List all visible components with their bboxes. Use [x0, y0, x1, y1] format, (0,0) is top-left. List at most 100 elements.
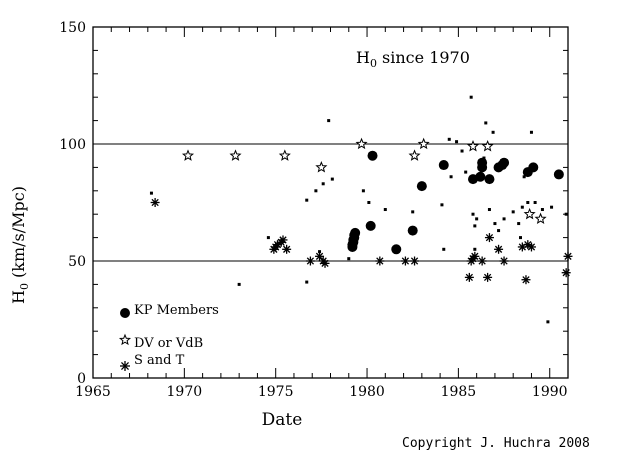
- y-axis-label: H0 (km/s/Mpc): [9, 186, 31, 304]
- kp-point: [499, 157, 510, 168]
- other-point: [519, 236, 522, 240]
- dv-point: [181, 149, 195, 161]
- other-point: [149, 191, 153, 195]
- legend-st-asterisk: [120, 361, 130, 371]
- y-tick-label: 0: [77, 371, 86, 387]
- st-point: [282, 244, 292, 254]
- other-point: [330, 177, 334, 181]
- st-point: [150, 198, 160, 207]
- dv-point: [417, 137, 430, 150]
- other-point: [522, 175, 526, 179]
- st-point: [464, 272, 474, 282]
- other-point: [460, 149, 464, 153]
- x-tick-label: 1985: [441, 384, 477, 400]
- other-point: [473, 224, 477, 228]
- x-tick-label: 1990: [532, 384, 568, 400]
- st-point: [477, 256, 487, 266]
- other-point: [502, 217, 506, 221]
- legend-kp-label: KP Members: [134, 303, 219, 318]
- legend-st-marker: [120, 361, 130, 371]
- kp-point: [438, 160, 449, 171]
- other-point: [361, 189, 365, 193]
- st-point: [375, 256, 385, 266]
- st-point: [484, 233, 494, 243]
- other-point: [440, 203, 444, 207]
- other-point: [529, 130, 533, 134]
- st-point: [278, 235, 288, 245]
- x-axis-label: Date: [262, 410, 303, 430]
- other-point: [493, 222, 497, 226]
- other-point: [484, 121, 488, 125]
- other-point: [487, 208, 491, 212]
- x-tick-label: 1970: [167, 384, 203, 400]
- other-point: [237, 282, 241, 286]
- other-point: [447, 137, 451, 141]
- x-tick-label: 1980: [349, 384, 385, 400]
- other-point: [305, 280, 309, 284]
- dv-point: [523, 207, 536, 220]
- st-point: [499, 256, 509, 266]
- kp-point: [475, 171, 486, 182]
- kp-point: [365, 220, 376, 231]
- kp-point: [367, 150, 378, 161]
- chart-title: H0 since 1970: [356, 48, 470, 70]
- legend-st-label: S and T: [134, 353, 185, 368]
- other-point: [550, 205, 554, 209]
- st-point: [563, 251, 573, 261]
- other-point: [442, 247, 446, 251]
- st-point: [400, 256, 410, 266]
- other-point: [305, 198, 309, 202]
- st-point: [561, 268, 571, 278]
- other-point: [471, 212, 475, 216]
- kp-point: [528, 162, 539, 173]
- legend-kp-marker: [120, 308, 130, 318]
- dv-point: [466, 139, 480, 152]
- st-point: [320, 258, 330, 268]
- st-point: [521, 275, 531, 285]
- data-points: [149, 95, 573, 324]
- copyright-text: Copyright J. Huchra 2008: [402, 436, 590, 451]
- other-point: [464, 170, 468, 174]
- other-point: [564, 212, 568, 216]
- kp-point: [477, 157, 488, 168]
- st-point: [483, 272, 493, 282]
- kp-point: [407, 225, 418, 236]
- other-point: [540, 208, 544, 212]
- y-tick-label: 100: [59, 137, 86, 153]
- dv-point: [408, 149, 421, 161]
- st-point: [410, 256, 420, 266]
- kp-point: [484, 174, 495, 185]
- other-point: [491, 130, 495, 134]
- other-point: [511, 210, 515, 214]
- other-point: [482, 156, 486, 160]
- dv-point: [481, 139, 494, 152]
- other-point: [475, 217, 479, 221]
- kp-point: [391, 244, 402, 255]
- other-point: [367, 201, 371, 204]
- st-point: [470, 251, 480, 261]
- y-tick-label: 150: [59, 20, 86, 36]
- kp-point: [553, 169, 564, 180]
- axis-ticks: [92, 26, 569, 379]
- other-point: [318, 250, 322, 254]
- legend-dv-marker: [118, 333, 132, 346]
- other-point: [347, 257, 351, 261]
- dv-point: [315, 161, 328, 173]
- st-point: [526, 242, 536, 252]
- x-tick-label: 1975: [258, 384, 294, 400]
- other-point: [473, 247, 477, 251]
- y-tick-labels: 0 50 100 150: [59, 20, 86, 387]
- kp-point: [416, 181, 427, 192]
- other-point: [266, 236, 270, 240]
- legend-dv-label: DV or VdB: [134, 336, 203, 351]
- st-point: [305, 256, 315, 266]
- other-point: [314, 189, 318, 193]
- plot-frame: [92, 26, 569, 379]
- other-point: [520, 205, 524, 209]
- dv-point: [278, 149, 291, 161]
- st-point: [494, 244, 504, 254]
- kp-point: [350, 227, 361, 238]
- legend: KP Members DV or VdB S and T: [118, 303, 219, 371]
